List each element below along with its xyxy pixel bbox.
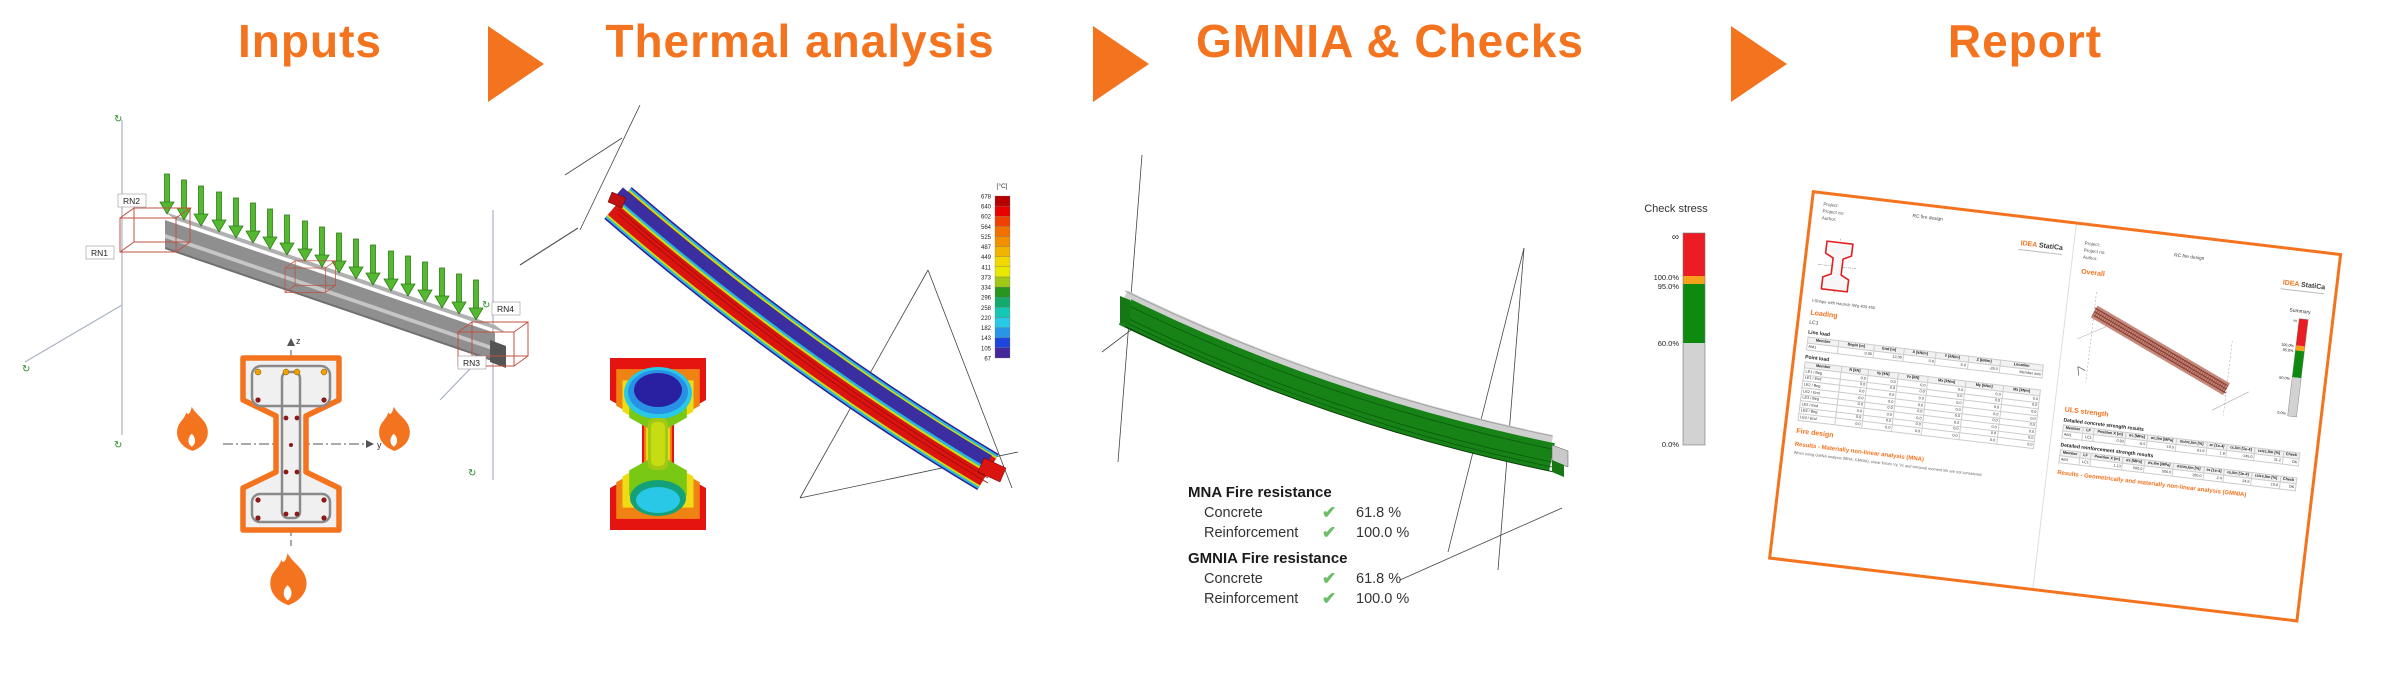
result-value: 100.0 % — [1356, 524, 1410, 541]
svg-text:602: 602 — [981, 215, 992, 221]
svg-text:↻: ↻ — [114, 440, 122, 451]
fire-cross-section: z y — [177, 336, 410, 606]
node-label-rn1: RN1 — [91, 248, 108, 258]
svg-text:67: 67 — [984, 357, 991, 363]
svg-text:60.0%: 60.0% — [1658, 339, 1680, 348]
report-page-right: Project: Project no: Author: RC fire des… — [2033, 225, 2338, 620]
legend-title: Check stress — [1644, 203, 1708, 215]
check-stress-legend: Check stress ∞ 100.0% 95.0% 60.0% 0.0% — [1644, 203, 1708, 449]
svg-text:525: 525 — [981, 235, 992, 241]
svg-text:449: 449 — [981, 255, 992, 261]
svg-text:100.0%: 100.0% — [2281, 342, 2295, 348]
svg-text:0.0%: 0.0% — [1662, 440, 1679, 449]
legend-ticks: ∞ 100.0% 95.0% 60.0% 0.0% — [1654, 232, 1680, 449]
axis-lines — [24, 120, 494, 480]
svg-text:105: 105 — [981, 346, 992, 352]
mna-results-title: MNA Fire resistance — [1188, 484, 1332, 501]
legend-title: Summary — [2289, 307, 2311, 316]
flame-icon — [177, 406, 208, 451]
check-icon: ✔ — [1322, 589, 1337, 608]
check-icon: ✔ — [1322, 569, 1337, 588]
svg-text:220: 220 — [981, 316, 992, 322]
svg-text:95.0%: 95.0% — [2282, 348, 2294, 353]
gmnia-results-title: GMNIA Fire resistance — [1188, 550, 1348, 567]
svg-text:678: 678 — [981, 195, 992, 201]
svg-text:640: 640 — [981, 205, 992, 211]
report-page: Project: Project no: Author: RC fire des… — [1767, 190, 2343, 623]
fire-resistance-results: MNA Fire resistance Concrete ✔ 61.8 % Re… — [1188, 484, 1478, 607]
svg-text:∞: ∞ — [1672, 232, 1679, 243]
flame-icon — [379, 406, 410, 451]
svg-text:↻: ↻ — [22, 364, 30, 375]
svg-text:100.0%: 100.0% — [1654, 273, 1680, 282]
node-label-rn4: RN4 — [497, 304, 514, 314]
svg-text:↻: ↻ — [482, 300, 490, 311]
node-label-rn2: RN2 — [123, 196, 140, 206]
legend-title: [°C] — [997, 182, 1008, 190]
legend-ticks: 678 640 602 564 525 487 449 411 373 334 296 25… — [981, 195, 992, 363]
result-label: Concrete — [1204, 570, 1263, 587]
svg-text:182: 182 — [981, 326, 992, 332]
workflow-arrow-icon — [1731, 26, 1787, 102]
check-icon: ✔ — [1322, 503, 1337, 522]
result-row: Reinforcement ✔ 100.0 % — [1188, 524, 1478, 541]
svg-text:487: 487 — [981, 245, 992, 251]
report-page-left: Project: Project no: Author: RC fire des… — [1771, 193, 2077, 589]
thermal-cross-section — [610, 358, 706, 530]
result-row: Reinforcement ✔ 100.0 % — [1188, 590, 1478, 607]
result-value: 61.8 % — [1356, 504, 1402, 521]
svg-text:∞: ∞ — [2293, 318, 2298, 324]
svg-text:↻: ↻ — [114, 114, 122, 125]
step-title-inputs: Inputs — [238, 15, 382, 67]
report-beam-figure — [2077, 291, 2249, 416]
thermal-3d-model: [°C] 678 640 602 564 525 487 449 411 373 334 … — [564, 104, 1019, 530]
check-icon: ✔ — [1322, 523, 1337, 542]
gmnia-beam — [1118, 290, 1569, 477]
temperature-legend: [°C] 678 640 602 564 525 487 449 411 373 334 … — [981, 182, 1011, 363]
svg-text:↻: ↻ — [468, 468, 476, 479]
result-row: Concrete ✔ 61.8 % — [1188, 504, 1478, 521]
inputs-3d-model: ↻ ↻ ↻ ↻ ↻ RN2 — [22, 114, 579, 606]
svg-text:60.0%: 60.0% — [2279, 375, 2291, 380]
flame-icon — [270, 553, 307, 606]
rotation-support-icon: ↻ ↻ ↻ ↻ ↻ — [22, 114, 490, 479]
legend-ticks: ∞ 100.0% 95.0% 60.0% 0.0% — [2277, 318, 2298, 416]
node-label-rn3: RN3 — [463, 358, 480, 368]
thermal-beam — [604, 187, 1007, 491]
result-label: Concrete — [1204, 504, 1263, 521]
step-title-gmnia: GMNIA & Checks — [1195, 15, 1585, 67]
summary-legend: Summary ∞ 100.0% 95.0% 60.0% 0.0% — [2277, 307, 2312, 417]
overall-figure: Summary ∞ 100.0% 95.0% 60.0% 0.0% — [2066, 278, 2323, 428]
result-row: Concrete ✔ 61.8 % — [1188, 570, 1478, 587]
axis-line — [519, 227, 579, 266]
result-value: 61.8 % — [1356, 570, 1402, 587]
svg-text:95.0%: 95.0% — [1658, 282, 1680, 291]
gmnia-3d-model: Check stress ∞ 100.0% 95.0% 60.0% 0.0% — [1101, 154, 1708, 581]
svg-text:143: 143 — [981, 336, 992, 342]
step-title-thermal: Thermal analysis — [605, 15, 995, 67]
workflow-arrow-icon — [1093, 26, 1149, 102]
result-value: 100.0 % — [1356, 590, 1410, 607]
svg-text:258: 258 — [981, 306, 992, 312]
svg-text:334: 334 — [981, 286, 992, 292]
report-section-figure — [1818, 238, 1857, 295]
z-axis-label: z — [296, 336, 301, 346]
y-axis-label: y — [377, 440, 382, 450]
svg-text:296: 296 — [981, 296, 992, 302]
workflow-arrow-icon — [488, 26, 544, 102]
beam-3d — [165, 212, 506, 368]
svg-text:564: 564 — [981, 225, 992, 231]
svg-text:411: 411 — [981, 265, 991, 271]
report-preview: Project: Project no: Author: RC fire des… — [1767, 150, 2385, 675]
svg-text:0.0%: 0.0% — [2277, 410, 2287, 415]
step-title-report: Report — [1947, 15, 2103, 67]
result-label: Reinforcement — [1204, 590, 1299, 607]
svg-text:373: 373 — [981, 276, 992, 282]
result-label: Reinforcement — [1204, 524, 1299, 541]
